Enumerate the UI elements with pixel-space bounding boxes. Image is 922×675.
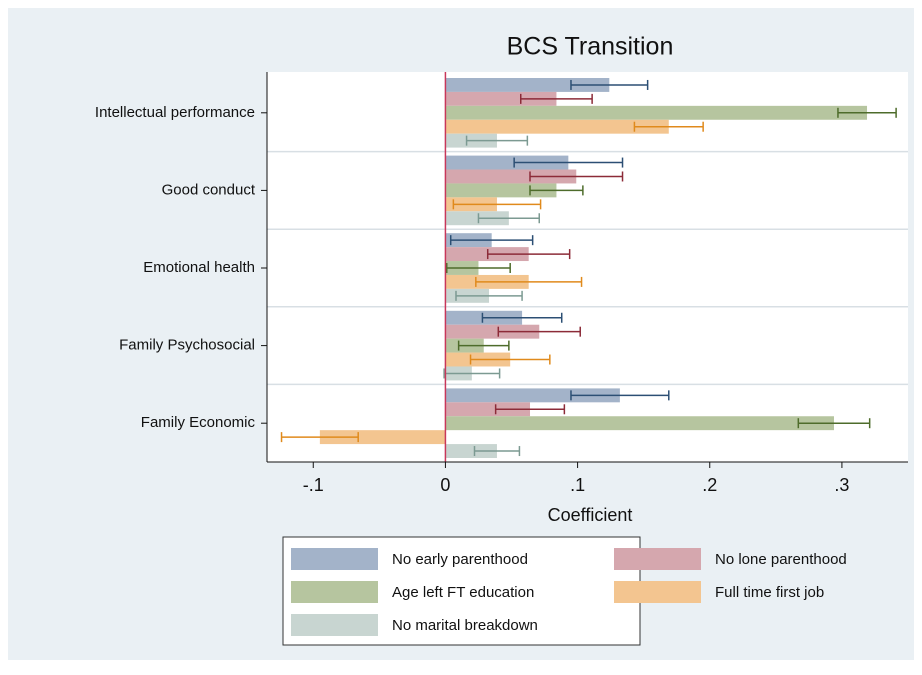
- bar: [445, 211, 509, 226]
- legend-swatch: [614, 581, 701, 603]
- bar: [445, 105, 868, 120]
- bar: [445, 388, 620, 403]
- legend-swatch: [291, 614, 378, 636]
- legend-label: No early parenthood: [392, 551, 528, 568]
- chart-title: BCS Transition: [507, 33, 674, 61]
- bar: [445, 78, 610, 92]
- y-tick-label: Good conduct: [162, 181, 256, 198]
- x-tick-label: -.1: [303, 475, 324, 495]
- x-axis-label: Coefficient: [548, 505, 633, 525]
- bar: [445, 183, 557, 198]
- legend-label: No lone parenthood: [715, 551, 847, 568]
- bar: [445, 416, 834, 431]
- bar: [445, 402, 531, 417]
- bar: [319, 430, 446, 445]
- x-tick-label: .2: [702, 475, 717, 495]
- x-tick-label: 0: [440, 475, 450, 495]
- x-tick-label: .1: [570, 475, 585, 495]
- legend-label: No marital breakdown: [392, 617, 538, 634]
- bar: [445, 169, 577, 184]
- bar: [445, 155, 569, 170]
- x-tick-label: .3: [834, 475, 849, 495]
- y-tick-label: Intellectual performance: [95, 104, 255, 121]
- bar: [445, 91, 557, 106]
- legend-label: Age left FT education: [392, 584, 534, 601]
- y-tick-label: Family Economic: [141, 414, 256, 431]
- legend-swatch: [614, 548, 701, 570]
- bar: [445, 119, 669, 134]
- bar: [445, 324, 540, 339]
- y-tick-label: Family Psychosocial: [119, 337, 255, 354]
- legend-swatch: [291, 548, 378, 570]
- bar: [445, 444, 497, 458]
- legend-label: Full time first job: [715, 584, 824, 601]
- y-tick-label: Emotional health: [143, 259, 255, 276]
- legend-swatch: [291, 581, 378, 603]
